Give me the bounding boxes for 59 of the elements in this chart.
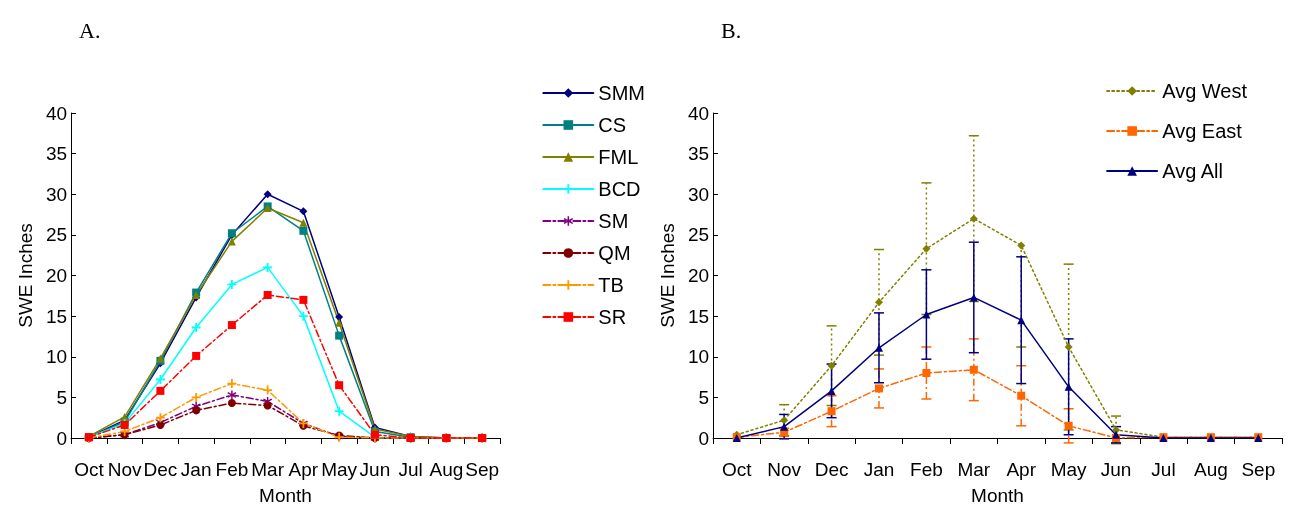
- y-tick-label: 10: [45, 346, 68, 368]
- legend-label: Avg East: [1162, 120, 1243, 142]
- legend-label: SMM: [598, 82, 646, 104]
- legend-label: FML: [598, 146, 639, 168]
- x-tick-label: Feb: [215, 459, 249, 480]
- x-tick-label: Aug: [429, 459, 464, 480]
- x-tick-label: Nov: [767, 459, 802, 480]
- legend-label: BCD: [598, 178, 641, 200]
- legend-label: SR: [598, 306, 627, 328]
- y-axis-title: SWE Inches: [657, 223, 678, 328]
- x-tick-label: Aug: [1193, 459, 1228, 480]
- legend-label: QM: [598, 242, 631, 264]
- y-tick-label: 40: [45, 102, 68, 124]
- x-tick-label: Feb: [910, 459, 943, 480]
- y-tick-label: 25: [45, 224, 68, 246]
- x-tick-label: Sep: [465, 459, 500, 480]
- x-tick-label: Apr: [1006, 459, 1037, 480]
- x-axis-title: Month: [971, 485, 1024, 506]
- x-axis-title: Month: [259, 485, 312, 506]
- y-tick-label: 15: [687, 305, 710, 327]
- legend-label: Avg West: [1162, 80, 1248, 102]
- x-tick-label: Jun: [1100, 459, 1132, 480]
- x-tick-label: Jan: [863, 459, 895, 480]
- x-tick-label: Oct: [721, 459, 753, 480]
- x-tick-label: Sep: [1241, 459, 1276, 480]
- x-tick-label: Jul: [398, 459, 423, 480]
- legend-label: Avg All: [1162, 160, 1223, 182]
- y-tick-label: 35: [45, 143, 68, 165]
- y-tick-label: 5: [56, 386, 68, 408]
- x-tick-label: Mar: [957, 459, 991, 480]
- legend-label: SM: [598, 210, 629, 232]
- y-tick-label: 5: [698, 386, 710, 408]
- x-tick-label: Oct: [74, 459, 105, 480]
- y-tick-label: 0: [56, 427, 68, 449]
- x-tick-label: Jul: [1151, 459, 1176, 480]
- y-tick-label: 30: [687, 183, 710, 205]
- x-tick-label: Mar: [251, 459, 285, 480]
- x-tick-label: Nov: [107, 459, 143, 480]
- legend-label: TB: [598, 274, 624, 296]
- legend-label: CS: [598, 114, 627, 136]
- x-tick-label: Dec: [814, 459, 849, 480]
- y-tick-label: 20: [687, 265, 710, 286]
- y-tick-label: 35: [687, 143, 710, 165]
- y-tick-label: 20: [45, 265, 68, 286]
- x-tick-label: Apr: [288, 459, 319, 480]
- chart-title: B.: [721, 17, 742, 43]
- x-tick-label: Dec: [143, 459, 178, 480]
- x-tick-label: May: [1050, 459, 1088, 480]
- y-tick-label: 30: [45, 183, 68, 205]
- x-tick-label: Jan: [180, 459, 212, 480]
- y-tick-label: 15: [45, 305, 68, 327]
- y-axis-title: SWE Inches: [15, 223, 36, 328]
- y-tick-label: 25: [687, 224, 710, 246]
- y-tick-label: 10: [687, 346, 710, 368]
- y-tick-label: 40: [687, 102, 710, 124]
- chart-title: A.: [79, 17, 101, 43]
- y-tick-label: 0: [698, 427, 710, 449]
- x-tick-label: May: [321, 459, 358, 480]
- x-tick-label: Jun: [359, 459, 391, 480]
